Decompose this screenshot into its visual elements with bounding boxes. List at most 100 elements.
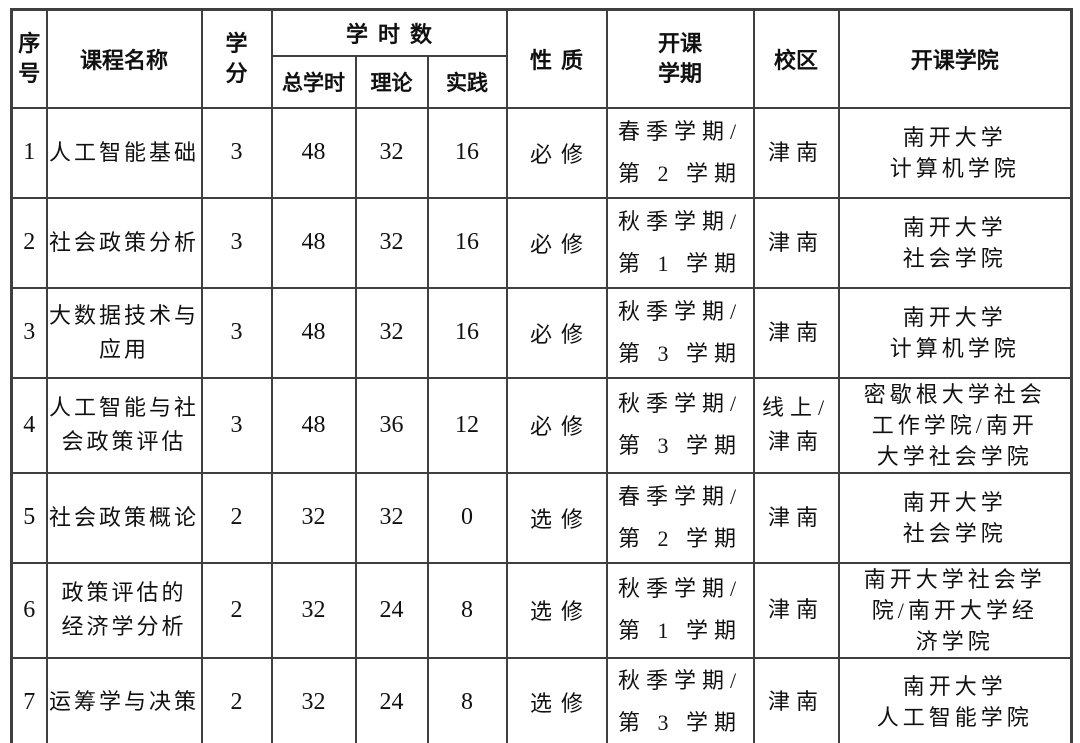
cell-line: 院/南开大学经 bbox=[871, 597, 1038, 623]
cell-campus: 津南 bbox=[752, 656, 840, 743]
cell-college: 南开大学 计算机学院 bbox=[837, 286, 1073, 379]
cell-credits: 3 bbox=[200, 196, 273, 289]
cell-line: 第 2 学期 bbox=[618, 160, 743, 186]
table-row: 4 人工智能与社 会政策评估 3 48 36 12 必修 秋季学期/第 3 学期 线上/津南 密歇根… bbox=[10, 376, 1073, 474]
cell-line: 应用 bbox=[98, 336, 149, 362]
cell-line: 会政策评估 bbox=[61, 429, 187, 454]
cell-campus: 津南 bbox=[752, 561, 840, 659]
cell-line: 济学院 bbox=[915, 628, 994, 654]
cell-semester: 秋季学期/第 3 学期 bbox=[605, 376, 755, 474]
cell-practice-hours: 12 bbox=[426, 376, 508, 474]
table-row: 3 大数据技术与 应用 3 48 32 16 必修 秋季学期/第 3 学期 津南 南开大学 计算机学院 bbox=[10, 286, 1073, 379]
cell-index: 6 bbox=[10, 561, 48, 659]
cell-line: 运筹学与决策 bbox=[48, 689, 199, 715]
cell-college: 南开大学 社会学院 bbox=[837, 471, 1073, 564]
header-hours-total: 总学时 bbox=[270, 54, 357, 109]
header-semester-line2: 学期 bbox=[658, 60, 703, 86]
cell-semester: 春季学期/第 2 学期 bbox=[605, 106, 755, 199]
cell-index: 2 bbox=[10, 196, 48, 289]
cell-practice-hours: 8 bbox=[426, 561, 508, 659]
cell-college: 南开大学 计算机学院 bbox=[837, 106, 1073, 199]
table-row: 2 社会政策分析 3 48 32 16 必修 秋季学期/第 1 学期 津南 南开大学 社会学院 bbox=[10, 196, 1073, 289]
cell-credits: 3 bbox=[200, 286, 273, 379]
cell-theory-hours: 24 bbox=[354, 561, 429, 659]
cell-college: 南开大学 人工智能学院 bbox=[837, 656, 1073, 743]
cell-theory-hours: 24 bbox=[354, 656, 429, 743]
document-sheet: 序 号 课程名称 学 分 学时数 性质 开课 学期 校区 开课学院 总学时 bbox=[10, 8, 1074, 743]
cell-line: 计算机学院 bbox=[889, 155, 1020, 181]
cell-nature: 选修 bbox=[505, 561, 608, 659]
cell-line: 第 3 学期 bbox=[618, 710, 743, 736]
cell-practice-hours: 16 bbox=[426, 196, 508, 289]
cell-theory-hours: 36 bbox=[354, 376, 429, 474]
cell-line: 南开大学社会学 bbox=[863, 566, 1046, 592]
cell-line: 秋季学期/ bbox=[617, 391, 743, 416]
header-index: 序 号 bbox=[10, 8, 48, 109]
cell-credits: 2 bbox=[200, 471, 273, 564]
cell-semester: 秋季学期/第 1 学期 bbox=[605, 561, 755, 659]
cell-campus: 津南 bbox=[752, 196, 840, 289]
cell-line: 人工智能与社 bbox=[48, 395, 199, 420]
cell-credits: 2 bbox=[200, 561, 273, 659]
cell-theory-hours: 32 bbox=[354, 106, 429, 199]
table-row: 5 社会政策概论 2 32 32 0 选修 春季学期/第 2 学期 津南 南开大学 社会学院 bbox=[10, 471, 1073, 564]
cell-line: 社会学院 bbox=[902, 520, 1007, 546]
header-hours-theory: 理论 bbox=[354, 54, 429, 109]
cell-practice-hours: 16 bbox=[426, 106, 508, 199]
cell-line: 第 2 学期 bbox=[618, 525, 743, 551]
cell-line: 密歇根大学社会 bbox=[863, 381, 1046, 407]
cell-course: 社会政策概论 bbox=[45, 471, 203, 564]
cell-index: 5 bbox=[10, 471, 48, 564]
cell-line: 津南 bbox=[768, 319, 825, 345]
cell-line: 南开大学 bbox=[902, 304, 1007, 330]
cell-line: 人工智能基础 bbox=[48, 139, 199, 165]
cell-campus: 津南 bbox=[752, 106, 840, 199]
cell-line: 人工智能学院 bbox=[876, 705, 1033, 731]
cell-semester: 秋季学期/第 1 学期 bbox=[605, 196, 755, 289]
header-index-line2: 号 bbox=[18, 60, 41, 86]
cell-theory-hours: 32 bbox=[354, 196, 429, 289]
header-credits-line1: 学 bbox=[225, 30, 248, 56]
cell-course: 人工智能与社 会政策评估 bbox=[45, 376, 203, 474]
cell-theory-hours: 32 bbox=[354, 286, 429, 379]
course-table-body: 1 人工智能基础 3 48 32 16 必修 春季学期/第 2 学期 津南 南开大学 计算机学院 2 社… bbox=[10, 106, 1073, 743]
cell-college: 南开大学 社会学院 bbox=[837, 196, 1073, 289]
cell-line: 经济学分析 bbox=[61, 614, 187, 639]
cell-campus: 津南 bbox=[752, 471, 840, 564]
cell-course: 大数据技术与 应用 bbox=[45, 286, 203, 379]
cell-line: 工作学院/南开 bbox=[871, 412, 1038, 438]
header-campus: 校区 bbox=[752, 8, 840, 109]
table-row: 6 政策评估的 经济学分析 2 32 24 8 选修 秋季学期/第 1 学期 津南 南开大学社会学院… bbox=[10, 561, 1073, 659]
cell-theory-hours: 32 bbox=[354, 471, 429, 564]
cell-nature: 必修 bbox=[505, 196, 608, 289]
header-semester-line1: 开课 bbox=[658, 30, 703, 56]
header-credits-line2: 分 bbox=[225, 60, 248, 86]
cell-line: 津南 bbox=[768, 597, 825, 622]
cell-line: 第 3 学期 bbox=[618, 433, 743, 458]
cell-line: 南开大学 bbox=[902, 489, 1007, 515]
cell-nature: 选修 bbox=[505, 471, 608, 564]
cell-semester: 秋季学期/第 3 学期 bbox=[605, 286, 755, 379]
cell-line: 津南 bbox=[768, 139, 825, 165]
cell-line: 秋季学期/ bbox=[617, 576, 743, 601]
cell-total-hours: 32 bbox=[270, 656, 357, 743]
cell-line: 社会政策分析 bbox=[48, 229, 199, 255]
cell-semester: 春季学期/第 2 学期 bbox=[605, 471, 755, 564]
cell-line: 第 1 学期 bbox=[618, 250, 743, 276]
header-hours-practice: 实践 bbox=[426, 54, 508, 109]
header-index-line1: 序 bbox=[18, 30, 41, 56]
cell-practice-hours: 16 bbox=[426, 286, 508, 379]
table-row: 1 人工智能基础 3 48 32 16 必修 春季学期/第 2 学期 津南 南开大学 计算机学院 bbox=[10, 106, 1073, 199]
cell-nature: 必修 bbox=[505, 376, 608, 474]
cell-line: 津南 bbox=[768, 689, 825, 715]
header-credits: 学 分 bbox=[200, 8, 273, 109]
cell-line: 春季学期/ bbox=[617, 118, 743, 144]
table-header: 序 号 课程名称 学 分 学时数 性质 开课 学期 校区 开课学院 总学时 bbox=[10, 8, 1073, 109]
header-course-name: 课程名称 bbox=[45, 8, 203, 109]
cell-line: 春季学期/ bbox=[617, 483, 743, 509]
cell-index: 7 bbox=[10, 656, 48, 743]
cell-line: 秋季学期/ bbox=[617, 668, 743, 694]
cell-semester: 秋季学期/第 3 学期 bbox=[605, 656, 755, 743]
course-table: 序 号 课程名称 学 分 学时数 性质 开课 学期 校区 开课学院 总学时 bbox=[10, 8, 1074, 743]
cell-total-hours: 32 bbox=[270, 471, 357, 564]
